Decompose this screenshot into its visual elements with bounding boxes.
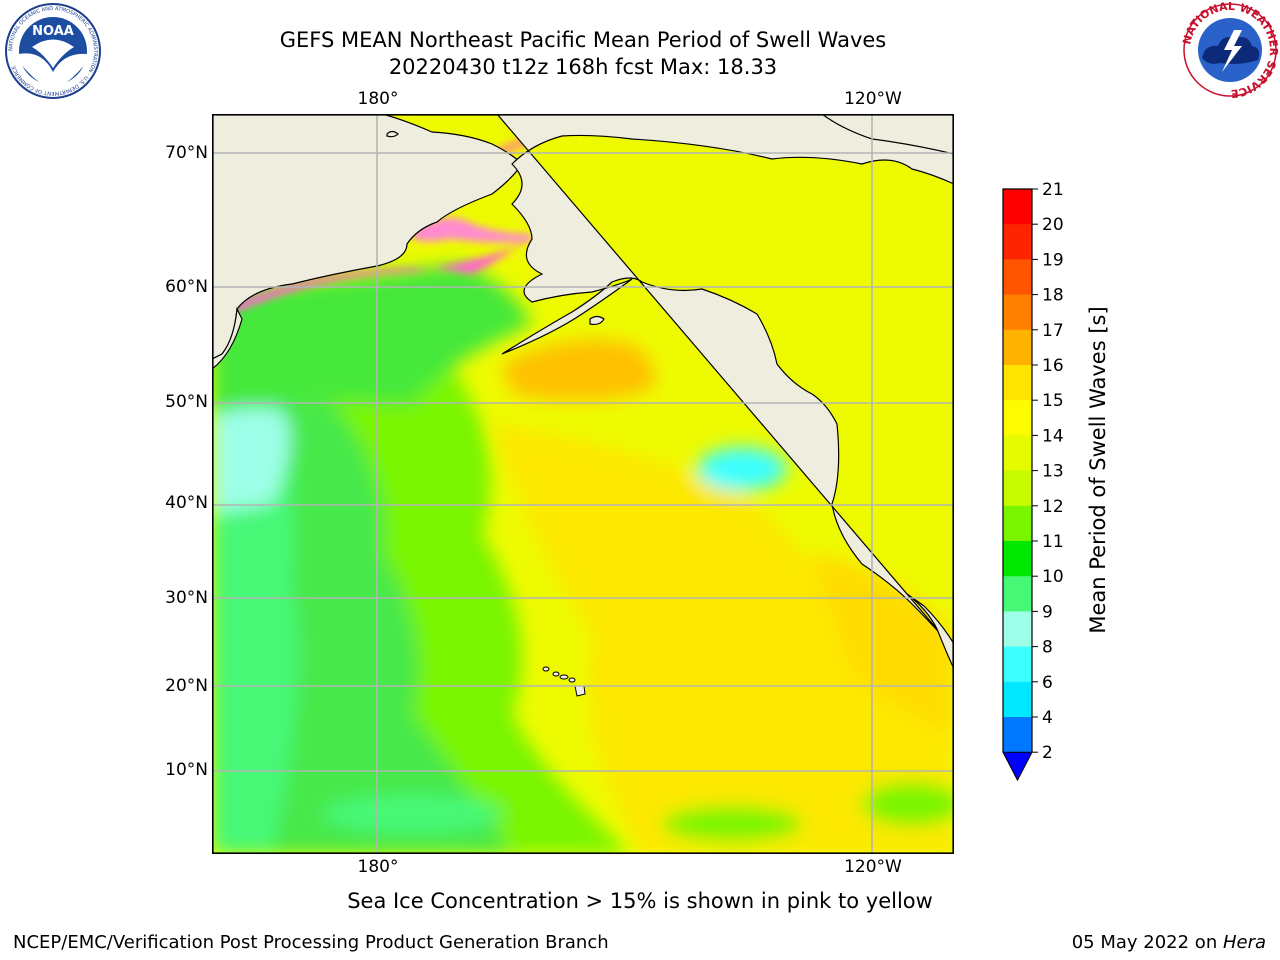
colorbar-tick-label: 21 xyxy=(1042,180,1064,200)
lat-label-20n: 20°N xyxy=(165,676,208,696)
map-frame xyxy=(212,114,954,854)
map-subtitle: 20220430 t12z 168h fcst Max: 18.33 xyxy=(388,55,778,79)
lon-label-bottom-120w: 120°W xyxy=(844,857,902,877)
swell-field-shading xyxy=(212,264,954,854)
colorbar-band xyxy=(1003,470,1032,507)
colorbar-tick-label: 4 xyxy=(1042,708,1053,728)
lon-label-top-180: 180° xyxy=(357,89,399,109)
colorbar-band xyxy=(1003,365,1032,401)
colorbar-tick-label: 13 xyxy=(1042,462,1064,482)
graticule xyxy=(212,114,954,854)
colorbar-tick-label: 12 xyxy=(1042,497,1064,517)
map-title: GEFS MEAN Northeast Pacific Mean Period … xyxy=(279,28,887,52)
colorbar-tick-label: 15 xyxy=(1042,391,1064,411)
colorbar-title: Mean Period of Swell Waves [s] xyxy=(1086,306,1110,634)
colorbar-tick-label: 6 xyxy=(1042,673,1053,693)
colorbar-tick-label: 2 xyxy=(1042,743,1053,763)
lat-label-30n: 30°N xyxy=(165,588,208,608)
footer-host: Hera xyxy=(1222,932,1266,953)
lat-label-60n: 60°N xyxy=(165,277,208,297)
colorbar-band xyxy=(1003,717,1032,753)
landmass xyxy=(212,114,954,670)
lat-label-40n: 40°N xyxy=(165,493,208,513)
colorbar-tick-label: 11 xyxy=(1042,532,1064,552)
colorbar-band xyxy=(1003,576,1032,612)
nws-logo-icon: NATIONAL WEATHER SERVICE xyxy=(1180,0,1280,100)
colorbar: 21 20 19 18 17 16 15 14 13 12 11 10 9 8 6 4 2 xyxy=(1002,180,1064,782)
colorbar-band xyxy=(1003,189,1032,225)
lat-label-10n: 10°N xyxy=(165,760,208,780)
colorbar-tick-label: 14 xyxy=(1042,426,1064,446)
colorbar-tick-label: 17 xyxy=(1042,321,1064,341)
colorbar-band xyxy=(1003,611,1032,648)
colorbar-tick-label: 16 xyxy=(1042,356,1064,376)
lon-label-bottom-180: 180° xyxy=(357,857,399,877)
colorbar-tick-label: 10 xyxy=(1042,567,1064,587)
colorbar-band xyxy=(1003,259,1032,296)
colorbar-band xyxy=(1003,400,1032,436)
noaa-logo-icon: NOAA NATIONAL OCEANIC AND ATMOSPHERIC AD… xyxy=(5,3,101,99)
colorbar-band xyxy=(1003,541,1032,577)
date-footer: 05 May 2022 on Hera xyxy=(1072,932,1266,953)
colorbar-band xyxy=(1003,646,1032,683)
credit-footer: NCEP/EMC/Verification Post Processing Pr… xyxy=(13,932,609,953)
colorbar-band xyxy=(1003,224,1032,260)
colorbar-extend-triangle xyxy=(1002,751,1033,782)
lat-label-50n: 50°N xyxy=(165,392,208,412)
colorbar-tick-label: 9 xyxy=(1042,602,1053,622)
footer-date: 05 May 2022 on xyxy=(1071,932,1223,953)
noaa-logo-text: NOAA xyxy=(32,24,74,39)
colorbar-band xyxy=(1003,681,1032,718)
lon-label-top-120w: 120°W xyxy=(844,89,902,109)
colorbar-tick-label: 19 xyxy=(1042,250,1064,270)
colorbar-band xyxy=(1003,294,1032,331)
colorbar-band xyxy=(1003,329,1032,366)
colorbar-tick-label: 20 xyxy=(1042,215,1064,235)
colorbar-tick-label: 18 xyxy=(1042,286,1064,306)
colorbar-band xyxy=(1003,435,1032,472)
colorbar-band xyxy=(1003,505,1032,542)
colorbar-tick-label: 8 xyxy=(1042,638,1053,658)
lat-label-70n: 70°N xyxy=(165,143,208,163)
hawaii-islands xyxy=(542,666,586,697)
swell-period-map xyxy=(212,114,954,854)
sea-ice-note: Sea Ice Concentration > 15% is shown in … xyxy=(347,889,933,913)
